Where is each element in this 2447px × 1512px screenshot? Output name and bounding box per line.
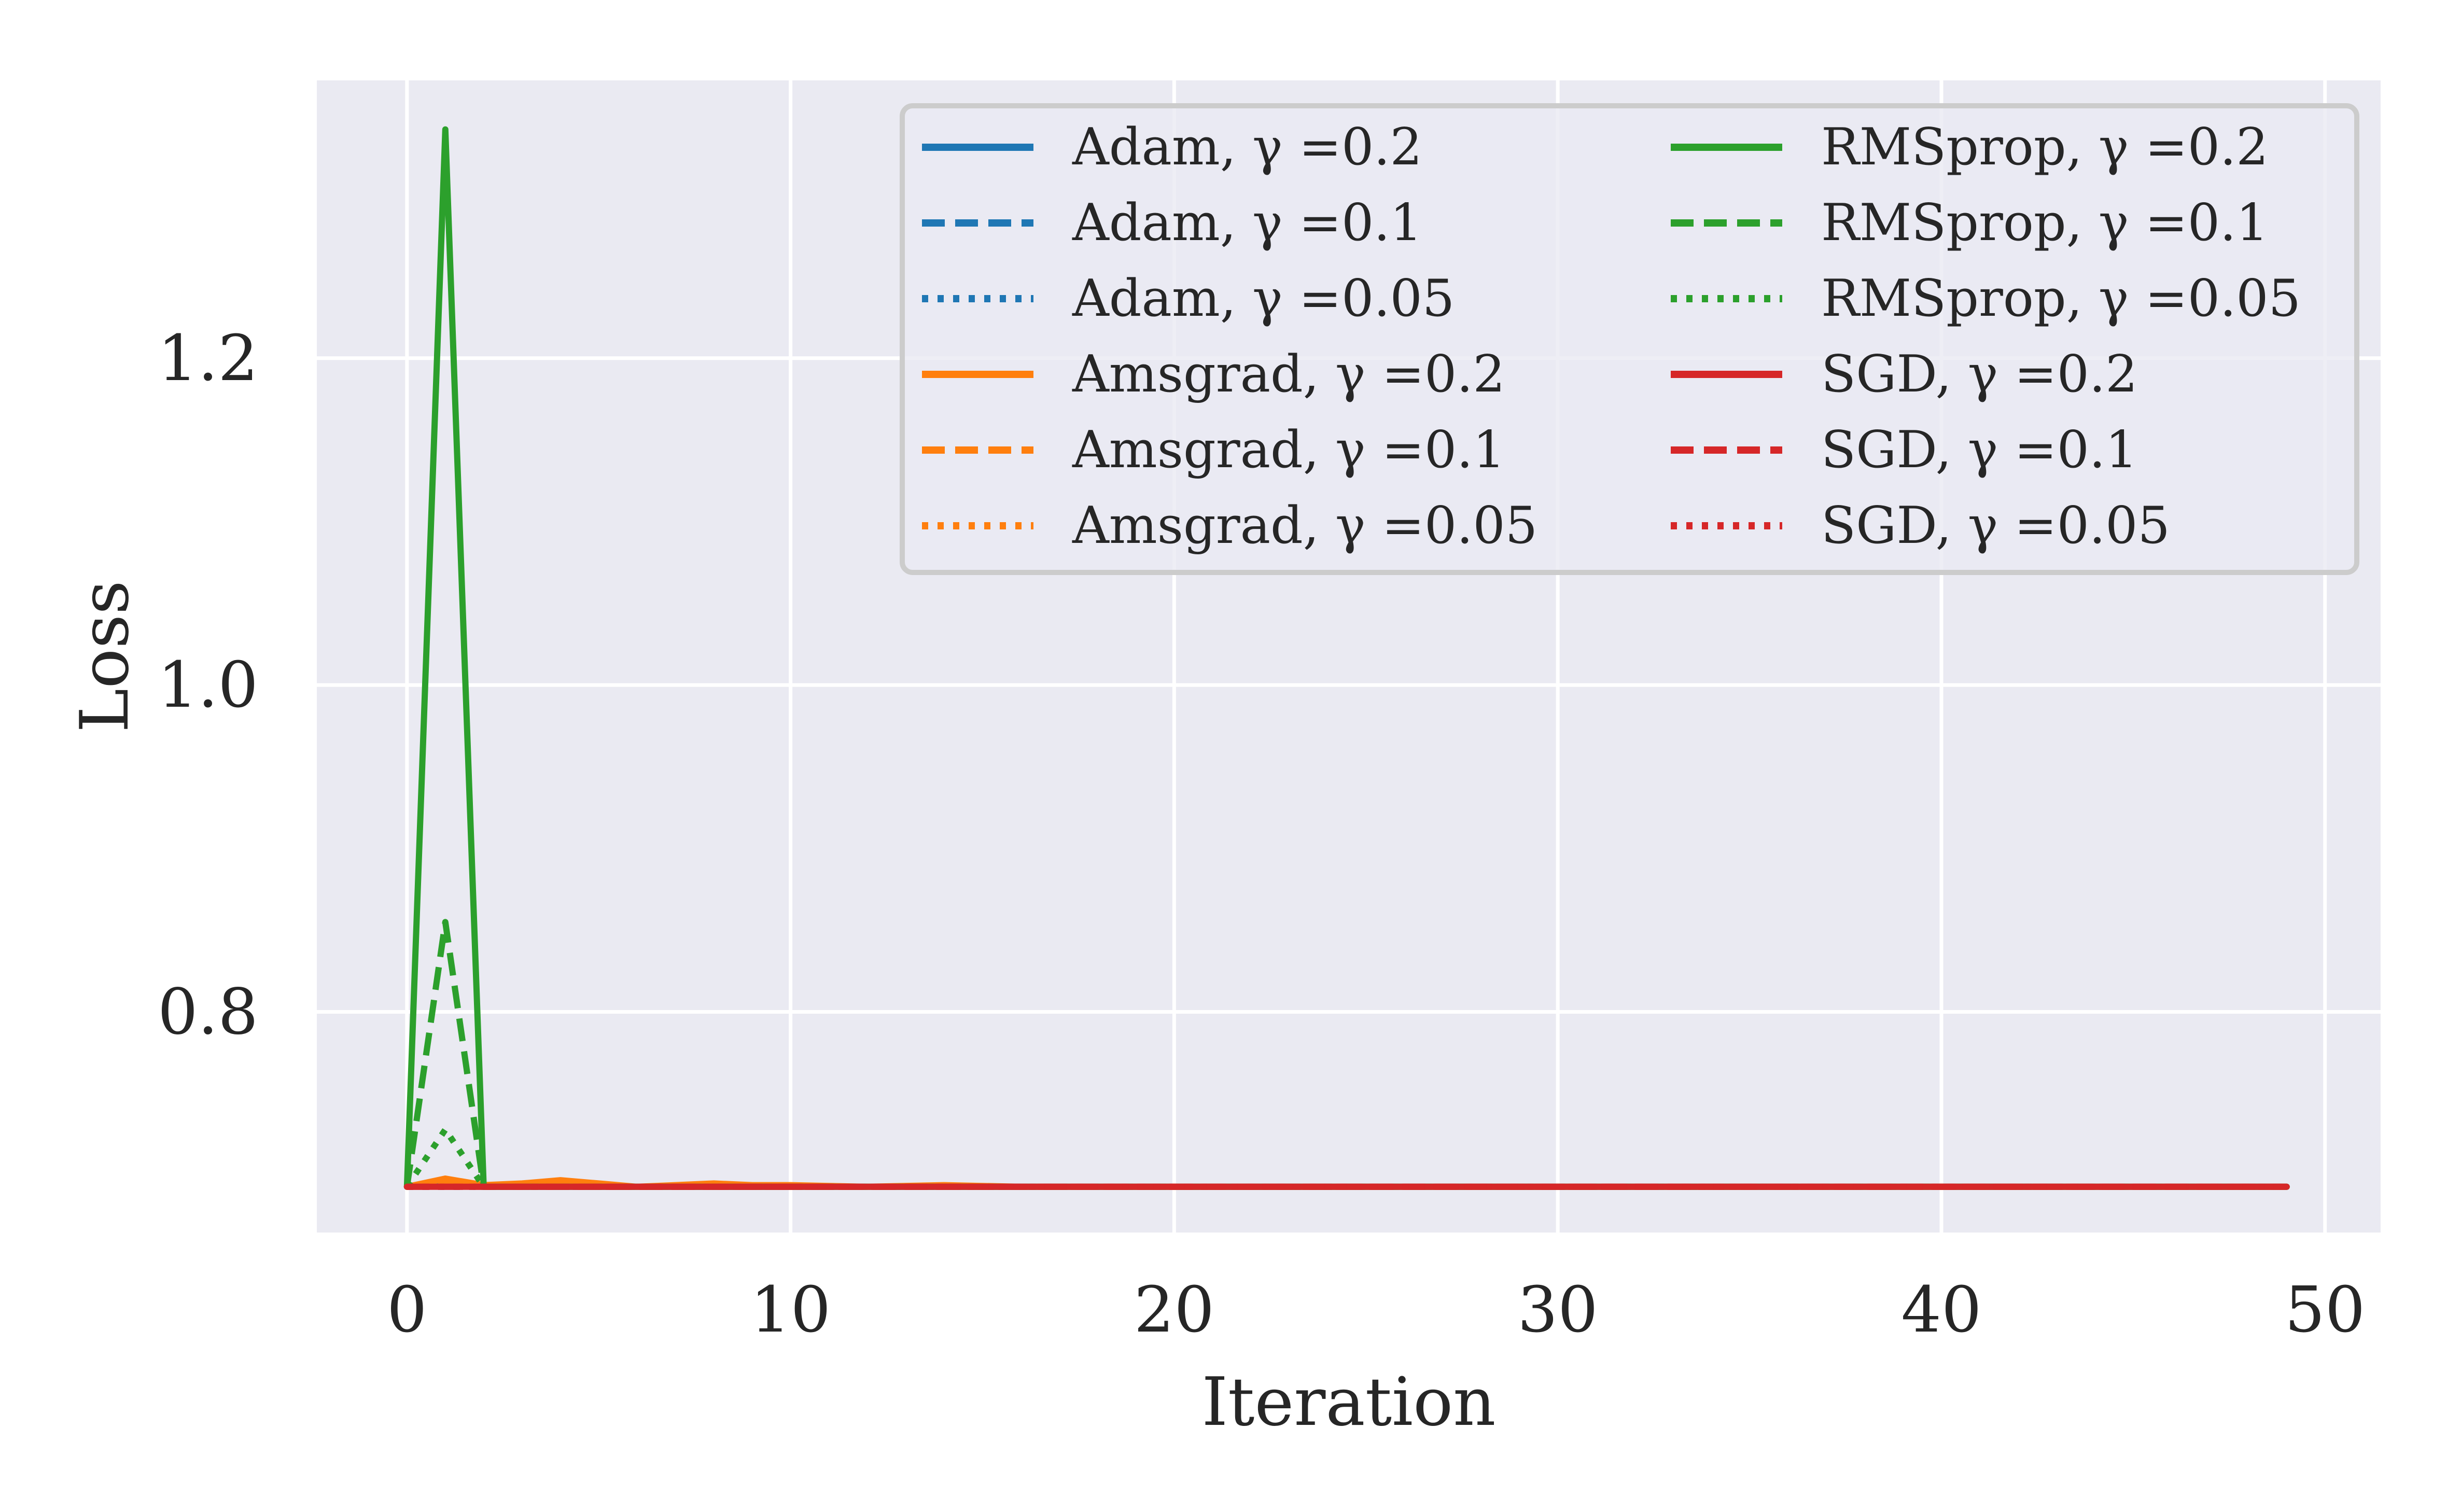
- legend-label: RMSprop, γ =0.05: [1821, 269, 2301, 328]
- legend-label: Adam, γ =0.1: [1072, 193, 1422, 253]
- x-tick-label: 20: [1134, 1273, 1214, 1347]
- legend-label: SGD, γ =0.05: [1821, 496, 2170, 555]
- y-tick-label: 1.2: [158, 321, 258, 395]
- legend-label: RMSprop, γ =0.1: [1821, 193, 2269, 253]
- x-tick-label: 10: [750, 1273, 831, 1347]
- x-axis-label: Iteration: [1201, 1364, 1495, 1441]
- x-tick-label: 30: [1518, 1273, 1598, 1347]
- legend-frame: [900, 103, 2359, 575]
- y-tick-label: 0.8: [158, 975, 258, 1049]
- legend-label: Amsgrad, γ =0.1: [1072, 421, 1505, 480]
- x-tick-label: 0: [387, 1273, 427, 1347]
- y-axis-label: Loss: [66, 580, 144, 732]
- x-tick-label: 40: [1901, 1273, 1981, 1347]
- x-tick-labels: 0 10 20 30 40 50: [387, 1273, 2365, 1347]
- legend-label: Amsgrad, γ =0.05: [1072, 496, 1537, 555]
- x-tick-label: 50: [2285, 1273, 2365, 1347]
- y-tick-label: 1.0: [158, 648, 258, 722]
- legend-items: Adam, γ =0.2 Adam, γ =0.1 Adam, γ =0.05 Ams…: [922, 118, 2301, 555]
- series-lines: [403, 126, 2290, 1190]
- series-line-rmsprop-dotted: [404, 1126, 2287, 1190]
- legend: Adam, γ =0.2 Adam, γ =0.1 Adam, γ =0.05 Ams…: [900, 103, 2359, 575]
- legend-label: Adam, γ =0.2: [1072, 118, 1422, 177]
- legend-label: SGD, γ =0.1: [1821, 421, 2138, 480]
- legend-label: SGD, γ =0.2: [1821, 345, 2138, 404]
- legend-label: RMSprop, γ =0.2: [1821, 118, 2269, 177]
- legend-label: Amsgrad, γ =0.2: [1072, 345, 1505, 404]
- legend-label: Adam, γ =0.05: [1072, 269, 1455, 328]
- y-tick-labels: 0.8 1.0 1.2: [158, 321, 258, 1049]
